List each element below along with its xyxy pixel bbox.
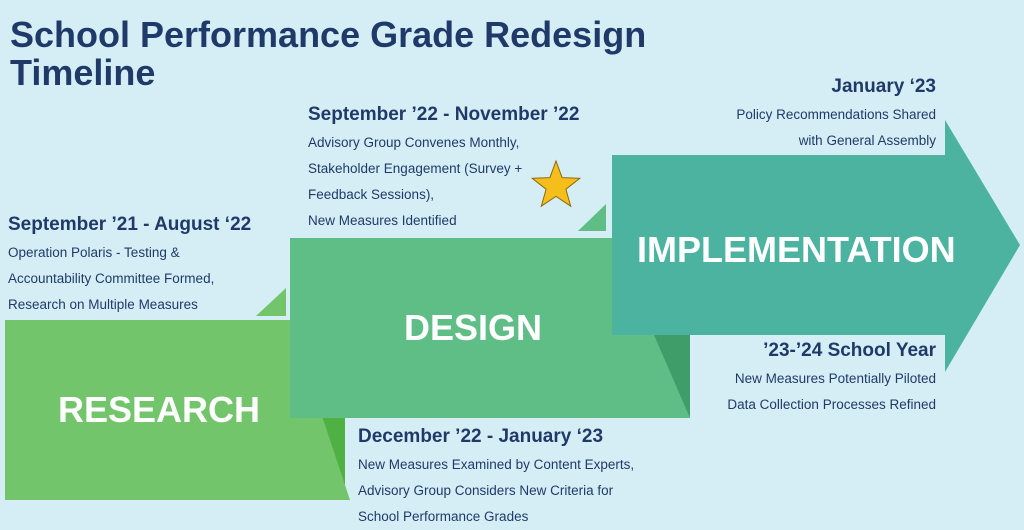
milestone-examination-date: December ’22 - January ‘23: [358, 426, 604, 447]
research-band: [5, 320, 350, 500]
milestone-examination-line: School Performance Grades: [358, 509, 529, 524]
milestone-examination: December ’22 - January ‘23 New Measures …: [358, 426, 634, 530]
milestone-research: September ’21 - August ‘22 Operation Pol…: [8, 214, 251, 318]
research-corner-fold: [256, 288, 286, 316]
milestone-research-date: September ’21 - August ‘22: [8, 214, 252, 235]
design-band: [290, 238, 690, 418]
phase-label-design: DESIGN: [404, 307, 543, 348]
milestone-policy-line: with General Assembly: [798, 133, 936, 148]
milestone-design-line: Feedback Sessions),: [308, 187, 435, 202]
milestone-design-line: Stakeholder Engagement (Survey +: [308, 161, 523, 176]
milestone-design-line: Advisory Group Convenes Monthly,: [308, 135, 520, 150]
milestone-research-line: Operation Polaris - Testing &: [8, 245, 180, 260]
title-line-2: Timeline: [10, 52, 156, 93]
milestone-implementation-line: Data Collection Processes Refined: [727, 397, 936, 412]
phase-label-implementation: IMPLEMENTATION: [637, 229, 956, 270]
milestone-policy-line: Policy Recommendations Shared: [736, 107, 936, 122]
milestone-research-line: Accountability Committee Formed,: [8, 271, 215, 286]
phase-label-research: RESEARCH: [58, 389, 261, 430]
implementation-arrow: [612, 120, 1020, 372]
milestone-implementation-date: ’23-’24 School Year: [763, 340, 936, 361]
star-icon: [530, 159, 582, 208]
milestone-design-date: September ’22 - November ’22: [308, 104, 580, 125]
milestone-implementation-line: New Measures Potentially Piloted: [734, 371, 936, 386]
milestone-design-line: New Measures Identified: [308, 213, 457, 228]
milestone-examination-line: Advisory Group Considers New Criteria fo…: [358, 483, 614, 498]
milestone-policy-date: January ‘23: [831, 76, 936, 97]
milestone-research-line: Research on Multiple Measures: [8, 297, 198, 312]
milestone-implementation: ’23-’24 School Year New Measures Potenti…: [727, 340, 936, 418]
milestone-policy: January ‘23 Policy Recommendations Share…: [736, 76, 936, 154]
milestone-design: September ’22 - November ’22 Advisory Gr…: [308, 104, 579, 234]
design-corner-fold: [578, 204, 606, 231]
title-line-1: School Performance Grade Redesign: [10, 14, 647, 55]
page-title: School Performance Grade Redesign Timeli…: [10, 16, 646, 92]
milestone-examination-line: New Measures Examined by Content Experts…: [358, 457, 635, 472]
